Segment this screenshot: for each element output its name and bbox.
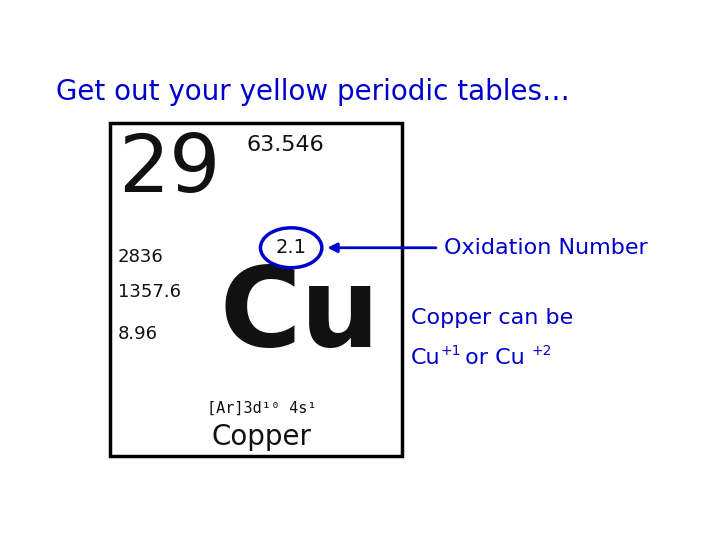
Text: Cu: Cu [411,348,441,368]
Text: [Ar]3d¹⁰ 4s¹: [Ar]3d¹⁰ 4s¹ [207,400,317,415]
Text: 2836: 2836 [118,248,163,266]
Text: +2: +2 [532,344,552,358]
Text: 8.96: 8.96 [118,325,158,343]
Text: Oxidation Number: Oxidation Number [444,238,648,258]
Text: 1357.6: 1357.6 [118,283,181,301]
Text: 63.546: 63.546 [246,136,324,156]
Text: 29: 29 [118,131,220,210]
Bar [109,123,402,456]
Text: 2.1: 2.1 [276,238,307,257]
Text: +1: +1 [441,344,462,358]
Text: Cu: Cu [220,262,380,369]
Text: or Cu: or Cu [458,348,525,368]
Text: Get out your yellow periodic tables…: Get out your yellow periodic tables… [56,78,570,106]
Text: Copper: Copper [212,423,312,451]
Text: Copper can be: Copper can be [411,308,573,328]
Ellipse shape [261,228,322,268]
